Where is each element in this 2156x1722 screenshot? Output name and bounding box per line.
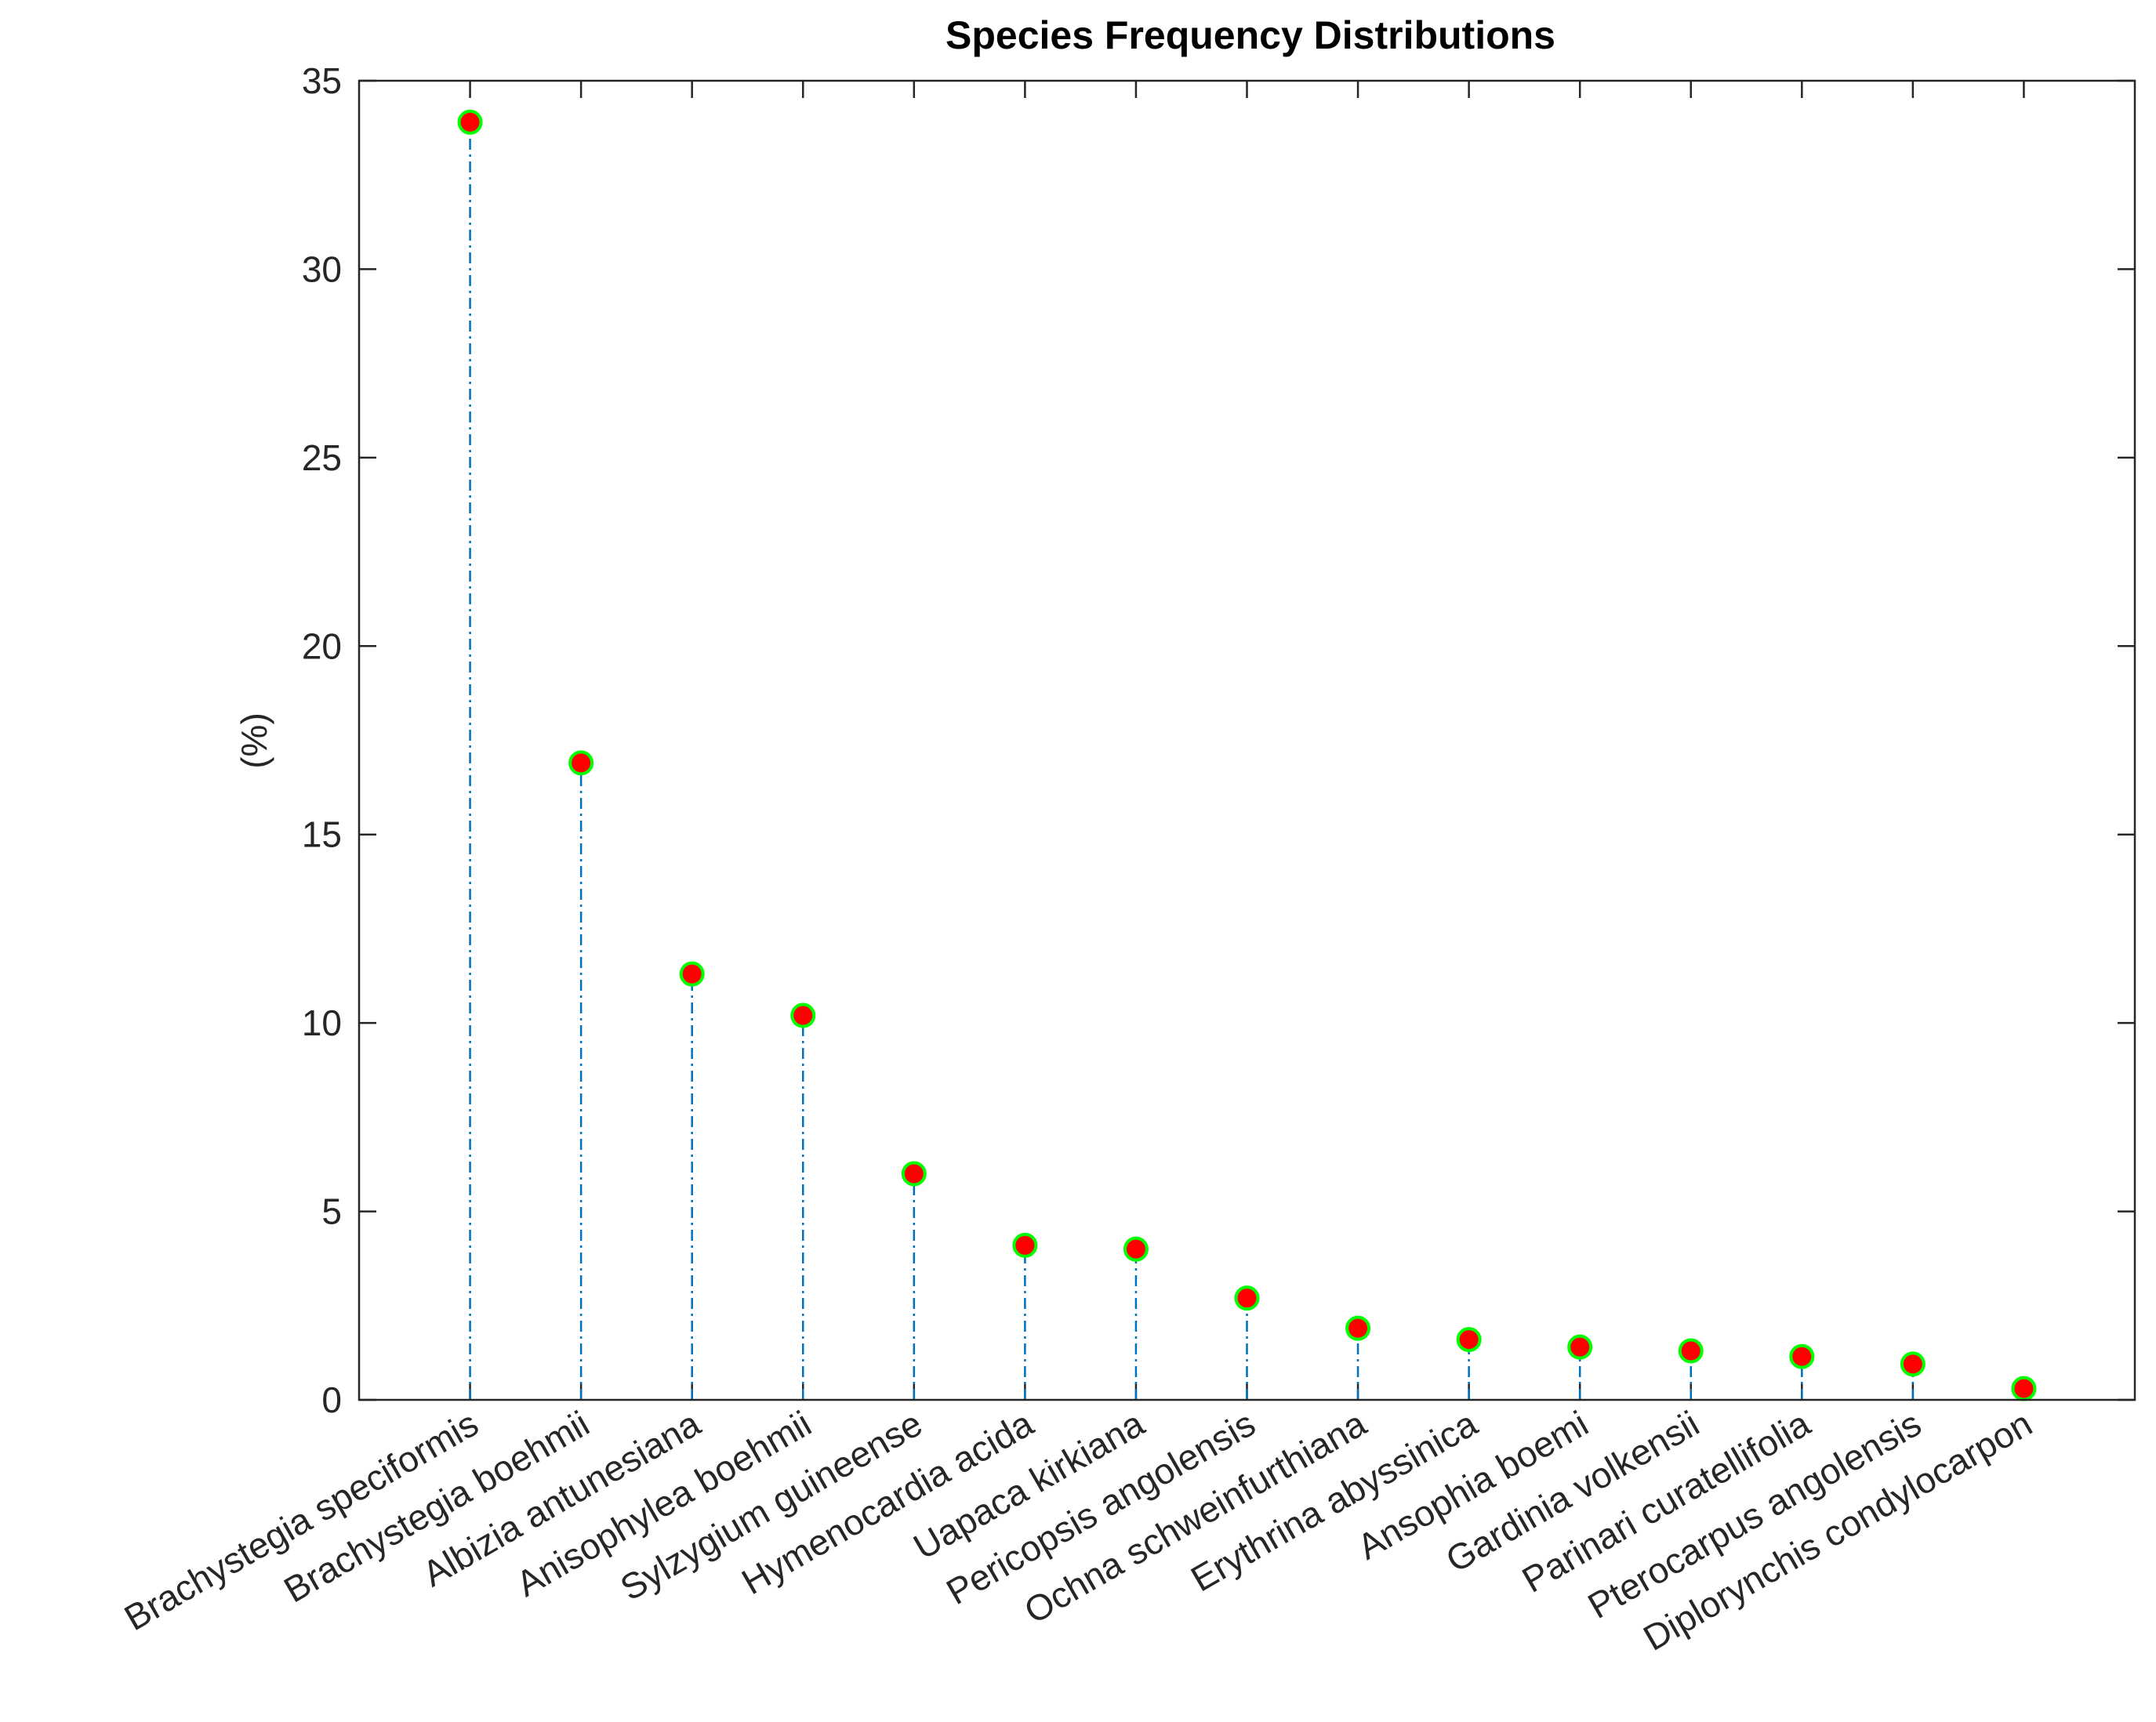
y-tick-label: 15 xyxy=(302,814,342,855)
data-point-marker xyxy=(1123,1236,1149,1262)
data-point-marker xyxy=(679,961,705,987)
y-axis-label: (%) xyxy=(234,712,274,769)
data-point-marker xyxy=(1012,1232,1038,1258)
y-tick-label: 30 xyxy=(302,248,342,289)
data-point-marker xyxy=(1900,1351,1926,1377)
data-point-marker xyxy=(1789,1343,1815,1369)
axes-frame xyxy=(358,79,2136,1401)
chart-title: Species Frequency Distributions xyxy=(946,13,1555,57)
data-point-marker xyxy=(1567,1334,1593,1360)
data-point-marker xyxy=(1234,1285,1260,1311)
y-tick-label: 0 xyxy=(321,1379,342,1420)
y-tick-label: 5 xyxy=(321,1191,342,1232)
y-tick-label: 20 xyxy=(302,625,342,666)
data-point-marker xyxy=(1456,1327,1482,1353)
data-point-marker xyxy=(1678,1338,1704,1364)
data-point-marker xyxy=(568,750,594,776)
data-point-marker xyxy=(2011,1376,2037,1401)
y-tick-label: 35 xyxy=(302,60,342,101)
data-point-marker xyxy=(790,1002,816,1028)
data-point-marker xyxy=(457,109,483,135)
y-tick-label: 25 xyxy=(302,437,342,478)
data-point-marker xyxy=(1345,1315,1371,1341)
data-point-marker xyxy=(901,1161,927,1187)
y-tick-label: 10 xyxy=(302,1002,342,1043)
